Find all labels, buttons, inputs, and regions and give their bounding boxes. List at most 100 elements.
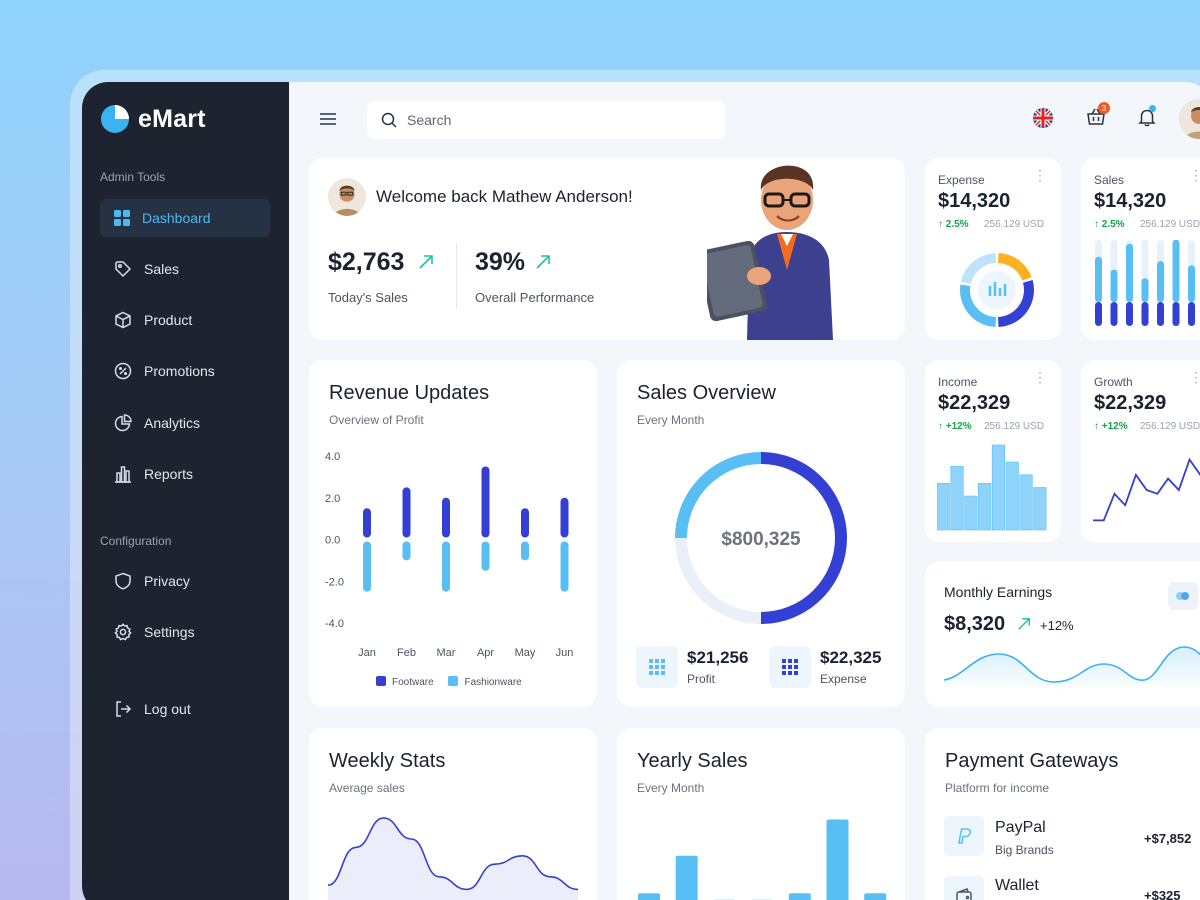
- sales-label: Sales: [1094, 173, 1125, 187]
- sidebar-item-settings[interactable]: Settings: [100, 613, 270, 651]
- sidebar-item-analytics[interactable]: Analytics: [100, 404, 270, 442]
- search-input[interactable]: [407, 112, 697, 128]
- income-value: $22,329: [938, 392, 1011, 414]
- donut-center-value: $800,325: [721, 529, 801, 550]
- payment-sub-paypal: Big Brands: [995, 843, 1054, 857]
- trend-up-icon: [419, 255, 433, 269]
- bar-upper: [1157, 261, 1164, 302]
- sidebar-item-label: Reports: [144, 466, 194, 482]
- monthly-earnings-card: Monthly Earnings $8,320 +12%: [925, 562, 1200, 707]
- sidebar-item-reports[interactable]: Reports: [100, 455, 270, 493]
- grid-icon: [649, 659, 665, 675]
- weekly-line: [328, 817, 578, 891]
- sidebar-item-sales[interactable]: Sales: [100, 250, 270, 288]
- trend-up-icon: [1018, 618, 1030, 630]
- growth-value: $22,329: [1094, 392, 1167, 414]
- yearly-bar: [638, 893, 660, 900]
- toggle-button[interactable]: [1168, 582, 1198, 610]
- expense-label: Expense: [938, 173, 985, 187]
- user-avatar[interactable]: [1179, 99, 1200, 139]
- chart-icon: [988, 282, 1007, 296]
- bar-fashionware: [560, 541, 569, 592]
- bar-chart-icon: [115, 466, 131, 483]
- sidebar-item-label: Privacy: [144, 573, 190, 589]
- logo[interactable]: eMart: [100, 104, 206, 134]
- logout-label: Log out: [144, 701, 191, 717]
- income-usd: 256.129 USD: [984, 421, 1045, 432]
- growth-change-value: +12%: [1101, 421, 1128, 432]
- bar-lower: [1110, 302, 1118, 326]
- donut-slice: [760, 452, 847, 624]
- notifications-button[interactable]: [1137, 105, 1157, 132]
- income-bar: [964, 495, 978, 531]
- businessman-illustration: [707, 165, 833, 340]
- payments-title: Payment Gateways: [945, 750, 1119, 772]
- welcome-title: Welcome back Mathew Anderson!: [376, 187, 633, 206]
- y-tick-label: -2.0: [325, 576, 344, 588]
- cart-button[interactable]: 3: [1086, 102, 1110, 132]
- yearly-sales-card: Yearly Sales Every Month: [617, 728, 905, 900]
- income-change: ↑ +12%: [938, 421, 972, 432]
- y-tick-label: 2.0: [325, 493, 340, 505]
- payment-amount-paypal: +$7,852: [1144, 831, 1192, 846]
- sidebar-item-dashboard[interactable]: Dashboard: [100, 199, 270, 237]
- donut-slice: [960, 253, 997, 285]
- monthly-wave-chart: [944, 646, 1200, 692]
- more-options-icon[interactable]: ⋮: [1189, 369, 1200, 385]
- sidebar-item-product[interactable]: Product: [100, 301, 270, 339]
- profit-label: Profit: [687, 672, 716, 686]
- sidebar-item-privacy[interactable]: Privacy: [100, 562, 270, 600]
- sales-change-value: 2.5%: [1101, 219, 1125, 230]
- shield-icon: [115, 572, 131, 590]
- monthly-value: $8,320: [944, 613, 1006, 635]
- income-bar: [950, 465, 964, 531]
- x-tick-label: Feb: [397, 647, 416, 659]
- sales-overview-card: Sales Overview Every Month $800,325 $21,…: [617, 360, 905, 707]
- income-bar: [1005, 461, 1019, 531]
- income-bar-chart: [937, 444, 1047, 531]
- logo-icon: [101, 105, 129, 133]
- wallet-logo: [944, 876, 984, 900]
- income-bar: [978, 482, 992, 531]
- weekly-title: Weekly Stats: [329, 750, 446, 772]
- app-name: eMart: [138, 104, 206, 133]
- income-bar: [1019, 474, 1033, 531]
- sales-value: $14,320: [1094, 190, 1167, 212]
- expense-icon-box: [769, 646, 811, 688]
- donut-slice: [675, 537, 762, 624]
- more-options-icon[interactable]: ⋮: [1033, 167, 1047, 183]
- logout-button[interactable]: Log out: [100, 690, 270, 728]
- weekly-subtitle: Average sales: [329, 781, 405, 795]
- trend-up-icon: [536, 255, 550, 269]
- profit-icon-box: [636, 646, 678, 688]
- x-tick-label: Mar: [437, 647, 456, 659]
- growth-line-chart: [1093, 457, 1200, 522]
- legend-item-fashionware: Fashionware: [448, 676, 522, 688]
- donut-slice: [997, 253, 1032, 281]
- growth-card: Growth ⋮ $22,329 ↑ +12% 256.129 USD: [1081, 360, 1200, 542]
- sidebar-item-promotions[interactable]: Promotions: [100, 352, 270, 390]
- more-options-icon[interactable]: ⋮: [1189, 167, 1200, 183]
- avatar-icon: [333, 185, 361, 216]
- yearly-bar: [826, 819, 849, 900]
- box-icon: [115, 311, 131, 329]
- donut-slice: [675, 452, 762, 539]
- revenue-legend: Footware Fashionware: [376, 676, 522, 688]
- bar-lower: [1188, 302, 1195, 326]
- x-tick-label: Apr: [477, 647, 494, 659]
- payment-amount-wallet: +$325: [1144, 888, 1181, 900]
- welcome-card: Welcome back Mathew Anderson! $2,763 Tod…: [309, 158, 905, 340]
- sales-change: ↑ 2.5%: [1094, 219, 1125, 230]
- payment-name-paypal: PayPal: [995, 819, 1046, 836]
- language-flag-button[interactable]: [1032, 107, 1054, 134]
- monthly-title: Monthly Earnings: [944, 584, 1053, 600]
- more-options-icon[interactable]: ⋮: [1033, 369, 1047, 385]
- sales-overview-donut: $800,325: [675, 452, 847, 624]
- donut-slice: [997, 279, 1034, 327]
- bar-upper: [1141, 278, 1149, 302]
- expense-change-value: 2.5%: [945, 219, 969, 230]
- bar-footware: [402, 487, 411, 538]
- expense-donut-chart: [960, 253, 1034, 327]
- y-tick-label: -4.0: [325, 618, 344, 630]
- menu-icon[interactable]: [319, 112, 337, 126]
